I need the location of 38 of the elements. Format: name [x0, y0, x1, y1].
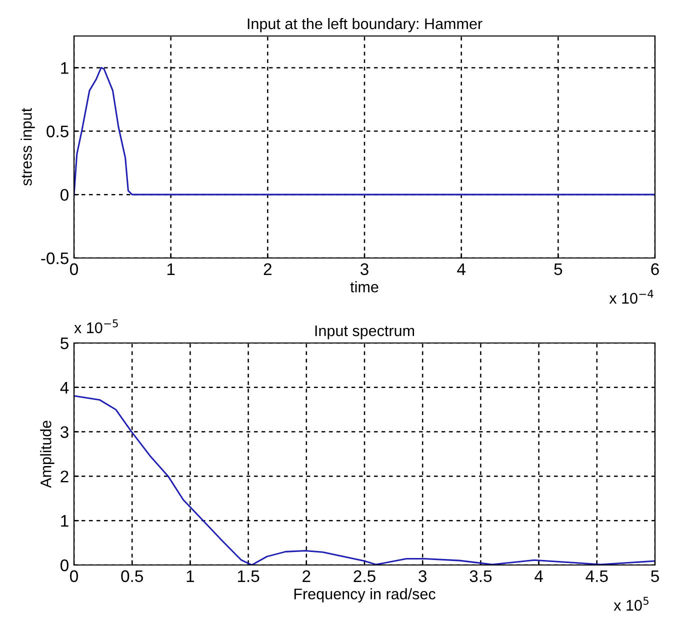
line-series	[74, 66, 655, 196]
x-tick-label: 2	[264, 263, 272, 275]
x-tick-label: 3.5	[470, 570, 492, 582]
x-tick-label: 4	[534, 570, 543, 582]
x-tick-label: 1	[167, 263, 175, 275]
y-tick-label: -0.5	[41, 252, 68, 264]
x-tick-label: 5	[554, 263, 562, 276]
y-tick-label: 0	[60, 188, 68, 201]
y-axis-title: Amplitude	[40, 420, 54, 488]
x-tick-label: 5	[651, 570, 659, 582]
x-tick-label: 4	[457, 263, 466, 275]
text: x 10$^{−4}$	[609, 290, 654, 304]
y-tick-label: 4	[60, 382, 69, 394]
y-tick-label: 0.5	[46, 126, 68, 138]
y-tick-label: 3	[60, 426, 68, 438]
y-tick-label: 1	[61, 62, 68, 74]
x-tick-label: 1	[186, 570, 194, 582]
x-tick-label: 0	[70, 570, 78, 582]
x-tick-label: 3	[360, 263, 368, 276]
chart-title: Input spectrum	[315, 326, 414, 340]
x-tick-label: 1.5	[238, 570, 260, 582]
text: x 10$^{−5}$	[74, 319, 118, 334]
x-tick-label: 0.5	[121, 570, 143, 582]
x-tick-label: 4.5	[586, 570, 608, 582]
x-tick-label: 3	[418, 570, 426, 582]
x-tick-label: 6	[651, 263, 659, 276]
text: x 10$^{5}$	[614, 596, 648, 611]
y-tick-label: 2	[60, 470, 68, 482]
x-tick-label: 2.5	[354, 570, 376, 582]
x-axis-title: Frequency in rad/sec	[294, 588, 436, 602]
y-axis-title: stress input	[20, 108, 35, 186]
x-tick-label: 0	[70, 263, 78, 276]
y-tick-label: 1	[61, 515, 68, 527]
chart-title: Input at the left boundary: Hammer	[248, 18, 482, 32]
x-axis-title: time	[350, 281, 378, 292]
y-tick-label: 5	[60, 338, 68, 350]
y-tick-label: 0	[60, 559, 68, 572]
x-tick-label: 2	[302, 570, 310, 582]
